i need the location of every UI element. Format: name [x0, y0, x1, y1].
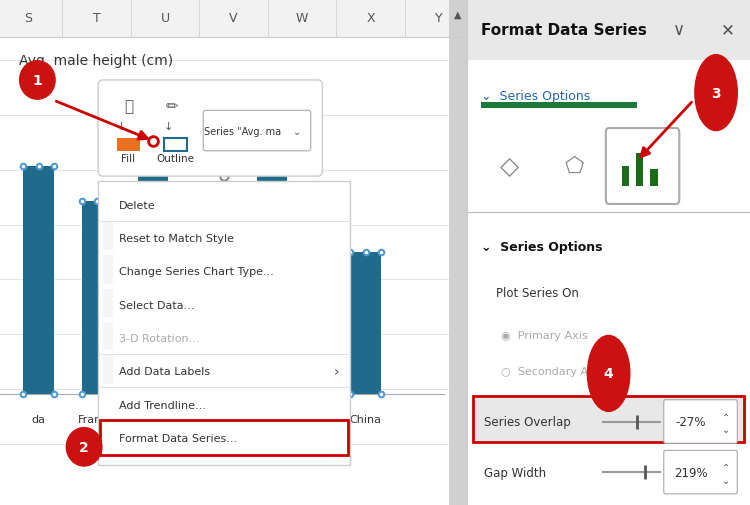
Text: France: France — [78, 414, 116, 424]
Text: China: China — [350, 414, 382, 424]
Text: 3: 3 — [711, 86, 721, 100]
Circle shape — [66, 428, 102, 466]
Text: X: X — [366, 13, 375, 25]
Text: Avg. male height (cm): Avg. male height (cm) — [19, 54, 172, 68]
Circle shape — [587, 336, 630, 412]
Text: S: S — [24, 13, 32, 25]
Text: Add Data Labels: Add Data Labels — [119, 367, 210, 377]
Text: ▲: ▲ — [454, 10, 462, 20]
FancyBboxPatch shape — [0, 38, 448, 495]
Text: Plot Series On: Plot Series On — [496, 286, 578, 299]
Text: ⌄: ⌄ — [722, 424, 730, 434]
Text: ◇: ◇ — [500, 155, 519, 179]
Text: ⬠: ⬠ — [565, 157, 584, 177]
Bar — [103, 223, 113, 251]
FancyBboxPatch shape — [100, 420, 348, 456]
Text: Reset to Match Style: Reset to Match Style — [119, 233, 234, 243]
Bar — [467, 0, 750, 61]
Bar — [103, 289, 113, 318]
Bar — [117, 139, 140, 151]
Text: Y: Y — [436, 13, 443, 25]
Text: Fill: Fill — [122, 154, 136, 164]
Text: Format Data Series...: Format Data Series... — [119, 433, 237, 443]
Text: ↓: ↓ — [117, 121, 126, 131]
FancyBboxPatch shape — [448, 0, 467, 505]
Text: ✕: ✕ — [721, 21, 734, 39]
FancyBboxPatch shape — [98, 182, 350, 465]
Bar — [164, 139, 187, 151]
Text: ⌄  Series Options: ⌄ Series Options — [482, 241, 603, 254]
Text: W: W — [296, 13, 308, 25]
Text: 4: 4 — [604, 367, 613, 381]
Text: Spa: Spa — [142, 414, 164, 424]
Bar — [622, 167, 629, 187]
Bar — [482, 103, 637, 109]
Text: ✏: ✏ — [166, 98, 178, 114]
FancyBboxPatch shape — [664, 450, 737, 494]
Text: ⌄: ⌄ — [722, 475, 730, 485]
Text: ›: › — [334, 365, 339, 378]
FancyBboxPatch shape — [473, 396, 744, 442]
Circle shape — [20, 62, 56, 100]
FancyBboxPatch shape — [606, 129, 680, 205]
Bar — [636, 154, 644, 187]
Text: Gap Width: Gap Width — [484, 466, 546, 479]
Bar — [138, 141, 168, 394]
Text: Series Overlap: Series Overlap — [484, 415, 571, 428]
Text: ✋: ✋ — [124, 98, 133, 114]
Circle shape — [694, 56, 737, 131]
Text: Format Data Series: Format Data Series — [482, 23, 647, 38]
Text: Outline: Outline — [156, 154, 194, 164]
Text: Change Series Chart Type...: Change Series Chart Type... — [119, 267, 274, 277]
Bar — [103, 256, 113, 284]
Bar — [23, 167, 54, 394]
FancyBboxPatch shape — [664, 400, 737, 443]
FancyBboxPatch shape — [203, 111, 310, 152]
Bar — [650, 169, 658, 187]
Text: ⌄  Series Options: ⌄ Series Options — [482, 89, 591, 103]
Bar — [82, 202, 112, 394]
FancyBboxPatch shape — [98, 81, 322, 177]
Text: ⌃: ⌃ — [722, 412, 730, 422]
Text: 1: 1 — [32, 74, 42, 88]
Bar — [257, 101, 287, 394]
Text: ○  Secondary Axis: ○ Secondary Axis — [501, 366, 604, 376]
Text: Series "Avg. ma: Series "Avg. ma — [205, 126, 281, 136]
Text: Delete: Delete — [119, 200, 156, 210]
Text: ∨: ∨ — [674, 21, 686, 39]
Text: 2: 2 — [80, 440, 89, 454]
FancyBboxPatch shape — [0, 0, 467, 38]
Text: 3-D Rotation...: 3-D Rotation... — [119, 333, 200, 343]
Text: U: U — [160, 13, 170, 25]
Bar — [350, 252, 381, 394]
Text: Add Trendline...: Add Trendline... — [119, 400, 206, 410]
Text: V: V — [230, 13, 238, 25]
Text: T: T — [93, 13, 100, 25]
Bar — [103, 356, 113, 384]
Text: da: da — [32, 414, 45, 424]
Bar — [304, 242, 334, 394]
Text: ↓: ↓ — [164, 121, 173, 131]
Bar — [103, 323, 113, 350]
Text: 219%: 219% — [674, 466, 707, 479]
Text: -27%: -27% — [675, 415, 706, 428]
Text: ⌃: ⌃ — [722, 462, 730, 472]
Text: ◉  Primary Axis: ◉ Primary Axis — [501, 331, 588, 341]
Text: Select Data...: Select Data... — [119, 300, 195, 310]
Text: ⌄: ⌄ — [292, 126, 301, 136]
